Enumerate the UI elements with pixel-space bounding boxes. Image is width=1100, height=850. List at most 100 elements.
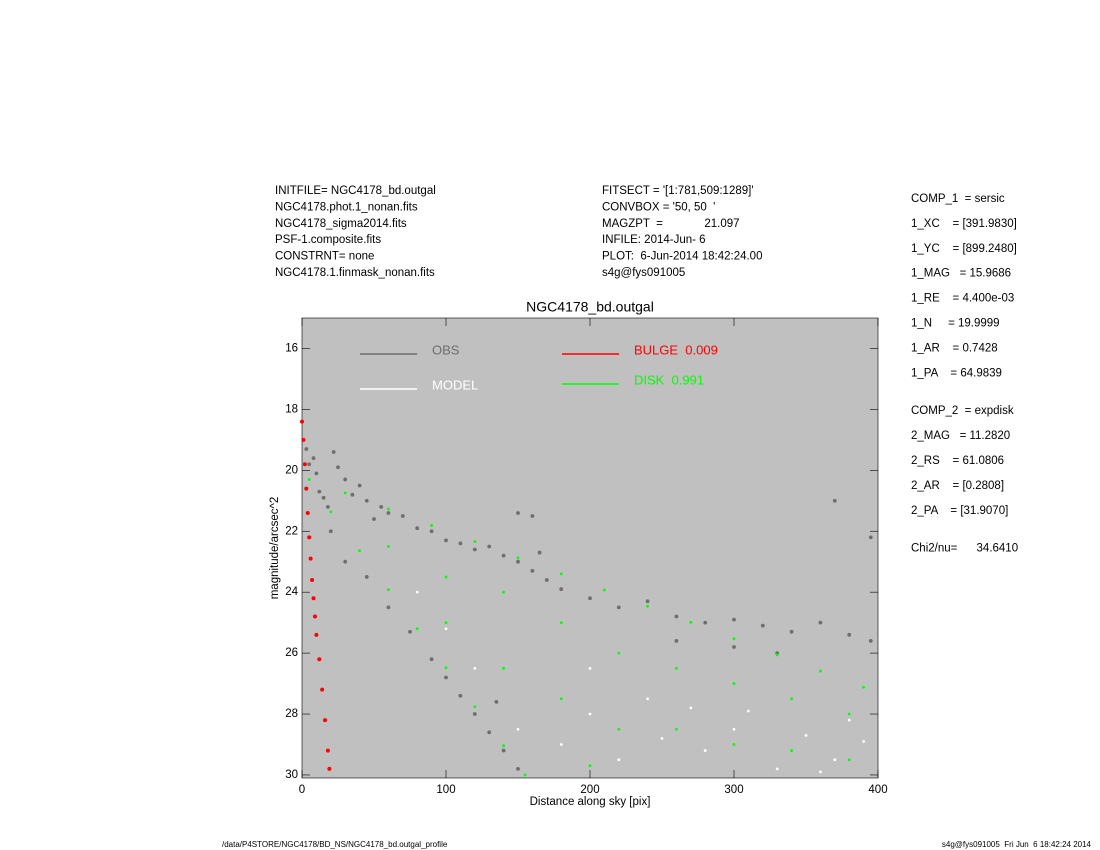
data-point [357, 483, 362, 488]
data-point [458, 693, 463, 698]
data-point [544, 578, 549, 582]
header-line: PSF-1.composite.fits [275, 234, 381, 246]
data-point [675, 666, 678, 670]
data-point [343, 491, 347, 495]
data-point [307, 535, 312, 540]
data-point [301, 437, 306, 442]
header-line: CONVBOX = '50, 50 ' [602, 201, 715, 213]
data-point [308, 556, 313, 561]
data-point [559, 587, 564, 592]
data-point [386, 605, 391, 610]
header-line: CONSTRNT= none [275, 251, 374, 263]
y-tick-label: 28 [285, 708, 298, 720]
legend-label: BULGE 0.009 [634, 342, 718, 357]
data-point [819, 770, 822, 774]
fit-parameter: 2_AR = [0.2808] [911, 480, 1004, 492]
header-line: PLOT: 6-Jun-2014 18:42:24.00 [602, 251, 762, 263]
x-tick-label: 100 [436, 784, 455, 796]
y-tick-label: 18 [285, 403, 298, 415]
x-tick-label: 200 [580, 784, 599, 796]
fit-parameter: 1_N = 19.9999 [911, 318, 1000, 330]
data-point [703, 749, 707, 752]
data-point [617, 727, 621, 731]
data-point [732, 727, 736, 731]
data-point [674, 614, 679, 619]
data-point [588, 712, 592, 716]
data-point [588, 666, 592, 670]
header-line: NGC4178.1.finmask_nonan.fits [275, 267, 435, 279]
data-point [472, 547, 477, 552]
data-point [326, 504, 330, 509]
data-point [312, 614, 317, 619]
data-point [473, 666, 477, 670]
data-point [331, 450, 336, 454]
data-point [327, 766, 332, 771]
data-point [311, 456, 316, 461]
header-line: INFILE: 2014-Jun- 6 [602, 234, 706, 246]
data-point [343, 559, 348, 564]
header-line: MAGZPT = 21.097 [602, 218, 740, 230]
data-point [847, 758, 851, 762]
data-point [617, 651, 621, 655]
data-point [775, 767, 779, 771]
data-point [516, 559, 520, 564]
data-point [336, 465, 340, 470]
x-tick-label: 300 [724, 784, 743, 796]
data-point [703, 620, 708, 625]
x-tick-label: 400 [868, 784, 887, 796]
footer-left: /data/P4STORE/NGC4178/BD_NS/NGC4178_bd.o… [222, 840, 448, 849]
data-point [364, 498, 369, 503]
data-point [502, 666, 505, 670]
data-point [559, 621, 563, 625]
data-point [429, 529, 434, 534]
data-point [329, 510, 333, 514]
fit-parameter: COMP_2 = expdisk [911, 405, 1014, 417]
data-point [386, 511, 391, 515]
y-axis-label: magnitude/arcsec^2 [269, 497, 281, 600]
data-point [501, 553, 506, 558]
data-point [387, 545, 390, 548]
y-tick-label: 30 [285, 769, 298, 781]
footer-right: s4g@fys091005 Fri Jun 6 18:42:24 2014 [942, 840, 1092, 849]
data-point [516, 556, 520, 560]
data-point [415, 590, 419, 594]
header-line: NGC4178.phot.1_nonan.fits [275, 201, 418, 213]
data-point [343, 477, 348, 482]
plot-area [301, 317, 879, 779]
fit-parameter: 2_PA = [31.9070] [911, 505, 1008, 517]
data-point [675, 727, 678, 731]
data-point [444, 666, 448, 670]
data-point [458, 541, 463, 546]
data-point [732, 743, 736, 746]
fit-parameter: COMP_1 = sersic [911, 193, 1005, 205]
data-point [559, 697, 563, 701]
data-point [833, 758, 837, 762]
data-point [674, 639, 679, 643]
data-point [328, 529, 333, 534]
data-point [819, 669, 822, 673]
data-point [790, 697, 793, 701]
data-point [372, 517, 376, 521]
header-line: FITSECT = '[1:781,509:1289]' [602, 185, 754, 197]
data-point [775, 653, 779, 657]
y-tick-label: 22 [285, 525, 298, 537]
data-point [868, 639, 873, 643]
data-point [472, 712, 477, 716]
data-point [588, 596, 592, 601]
fit-parameter: 1_AR = 0.7428 [911, 342, 998, 354]
data-point [494, 699, 499, 704]
fit-parameter: 1_RE = 4.400e-03 [911, 293, 1014, 305]
data-point [862, 740, 865, 743]
data-point [868, 535, 873, 540]
data-point [732, 682, 736, 685]
data-point [760, 623, 765, 628]
data-point [304, 486, 309, 491]
data-point [645, 599, 650, 604]
data-point [430, 524, 433, 527]
data-point [818, 620, 823, 625]
data-point [603, 588, 606, 592]
y-tick-label: 20 [285, 464, 298, 476]
data-point [832, 498, 837, 503]
data-point [747, 709, 750, 713]
y-tick-label: 26 [285, 647, 298, 659]
